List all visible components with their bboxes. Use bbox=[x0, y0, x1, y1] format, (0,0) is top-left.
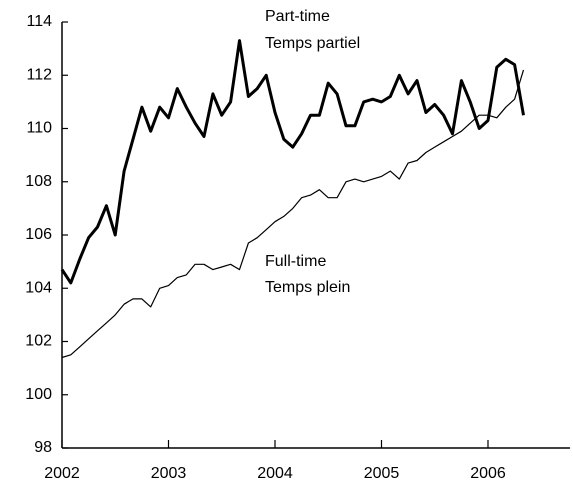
annotation: Temps partiel bbox=[265, 35, 360, 52]
y-tick-label: 104 bbox=[25, 279, 52, 296]
y-tick-label: 110 bbox=[26, 120, 52, 137]
x-tick-label: 2004 bbox=[257, 465, 293, 482]
annotation: Part-time bbox=[265, 8, 330, 25]
y-tick-label: 108 bbox=[25, 173, 52, 190]
annotation: Full-time bbox=[265, 253, 326, 270]
y-tick-label: 112 bbox=[26, 66, 52, 83]
x-tick-label: 2006 bbox=[470, 465, 506, 482]
x-tick-label: 2003 bbox=[151, 465, 187, 482]
x-tick-label: 2005 bbox=[364, 465, 400, 482]
line-series bbox=[61, 69, 525, 359]
y-tick-label: 106 bbox=[25, 226, 52, 243]
y-tick-label: 114 bbox=[26, 13, 52, 30]
line-series bbox=[60, 39, 525, 285]
y-tick-label: 98 bbox=[34, 439, 52, 456]
y-tick-label: 102 bbox=[25, 333, 52, 350]
annotation: Temps plein bbox=[265, 279, 350, 296]
y-tick-label: 100 bbox=[25, 386, 52, 403]
x-tick-label: 2002 bbox=[44, 465, 80, 482]
